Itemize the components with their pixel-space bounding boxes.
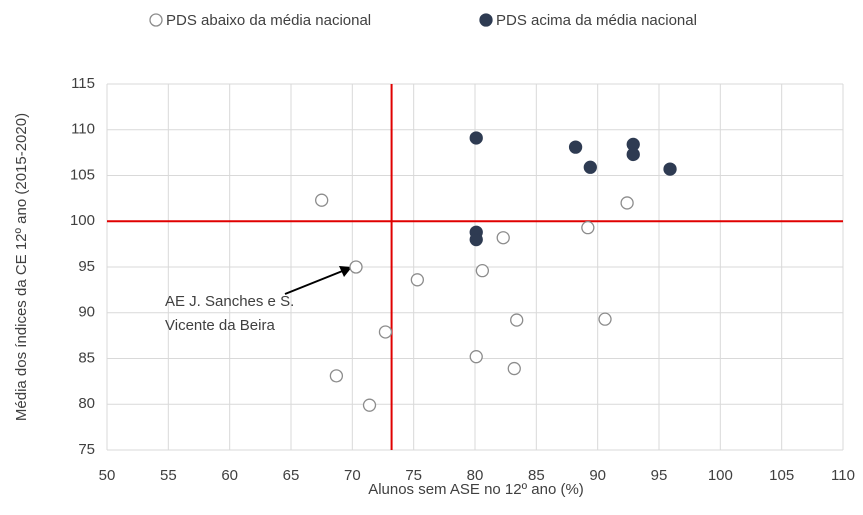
point [581,221,595,235]
point [496,231,510,245]
point [315,193,329,207]
x-tick-label: 80 [467,467,484,484]
annotation-arrow [284,269,346,295]
point [568,140,583,154]
x-tick-label: 85 [528,467,545,484]
y-tick-label: 75 [78,441,95,458]
x-tick-label: 65 [283,467,300,484]
y-tick-label: 90 [78,304,95,321]
point [626,147,640,162]
point [663,162,677,176]
point [349,260,363,274]
x-tick-label: 70 [344,467,361,484]
y-tick-label: 85 [78,349,95,366]
x-tick-label: 55 [160,467,177,484]
x-tick-label: 75 [405,467,422,484]
annotation-arrowhead [339,266,352,277]
x-tick-label: 105 [769,467,794,484]
legend-label: PDS acima da média nacional [496,12,697,29]
x-tick-label: 50 [99,467,116,484]
point [329,369,344,383]
x-tick-label: 60 [221,467,238,484]
x-tick-label: 110 [831,467,855,484]
y-tick-label: 80 [78,395,95,412]
x-tick-label: 95 [651,467,668,484]
point [410,273,424,287]
point [510,313,524,327]
annotation: AE J. Sanches e S. [165,293,294,310]
y-tick-label: 95 [78,258,95,275]
legend-marker [479,13,493,27]
point [620,196,634,210]
y-tick-label: 100 [70,212,95,229]
point [583,160,597,174]
point [469,350,483,364]
x-tick-label: 100 [708,467,733,484]
point [469,232,483,247]
y-tick-label: 110 [71,121,95,138]
y-tick-label: 115 [71,75,95,92]
point [598,312,612,326]
point [378,325,393,339]
point [475,264,490,278]
legend-label: PDS abaixo da média nacional [166,12,371,29]
y-tick-label: 105 [70,166,95,183]
x-tick-label: 90 [589,467,606,484]
point [362,398,377,412]
legend-marker [149,13,163,27]
annotation: Vicente da Beira [165,317,275,334]
point [507,361,521,376]
point [469,131,483,145]
y-axis-title: Média dos índices da CE 12º ano (2015-20… [13,113,30,421]
x-axis-title: Alunos sem ASE no 12º ano (%) [368,481,584,498]
